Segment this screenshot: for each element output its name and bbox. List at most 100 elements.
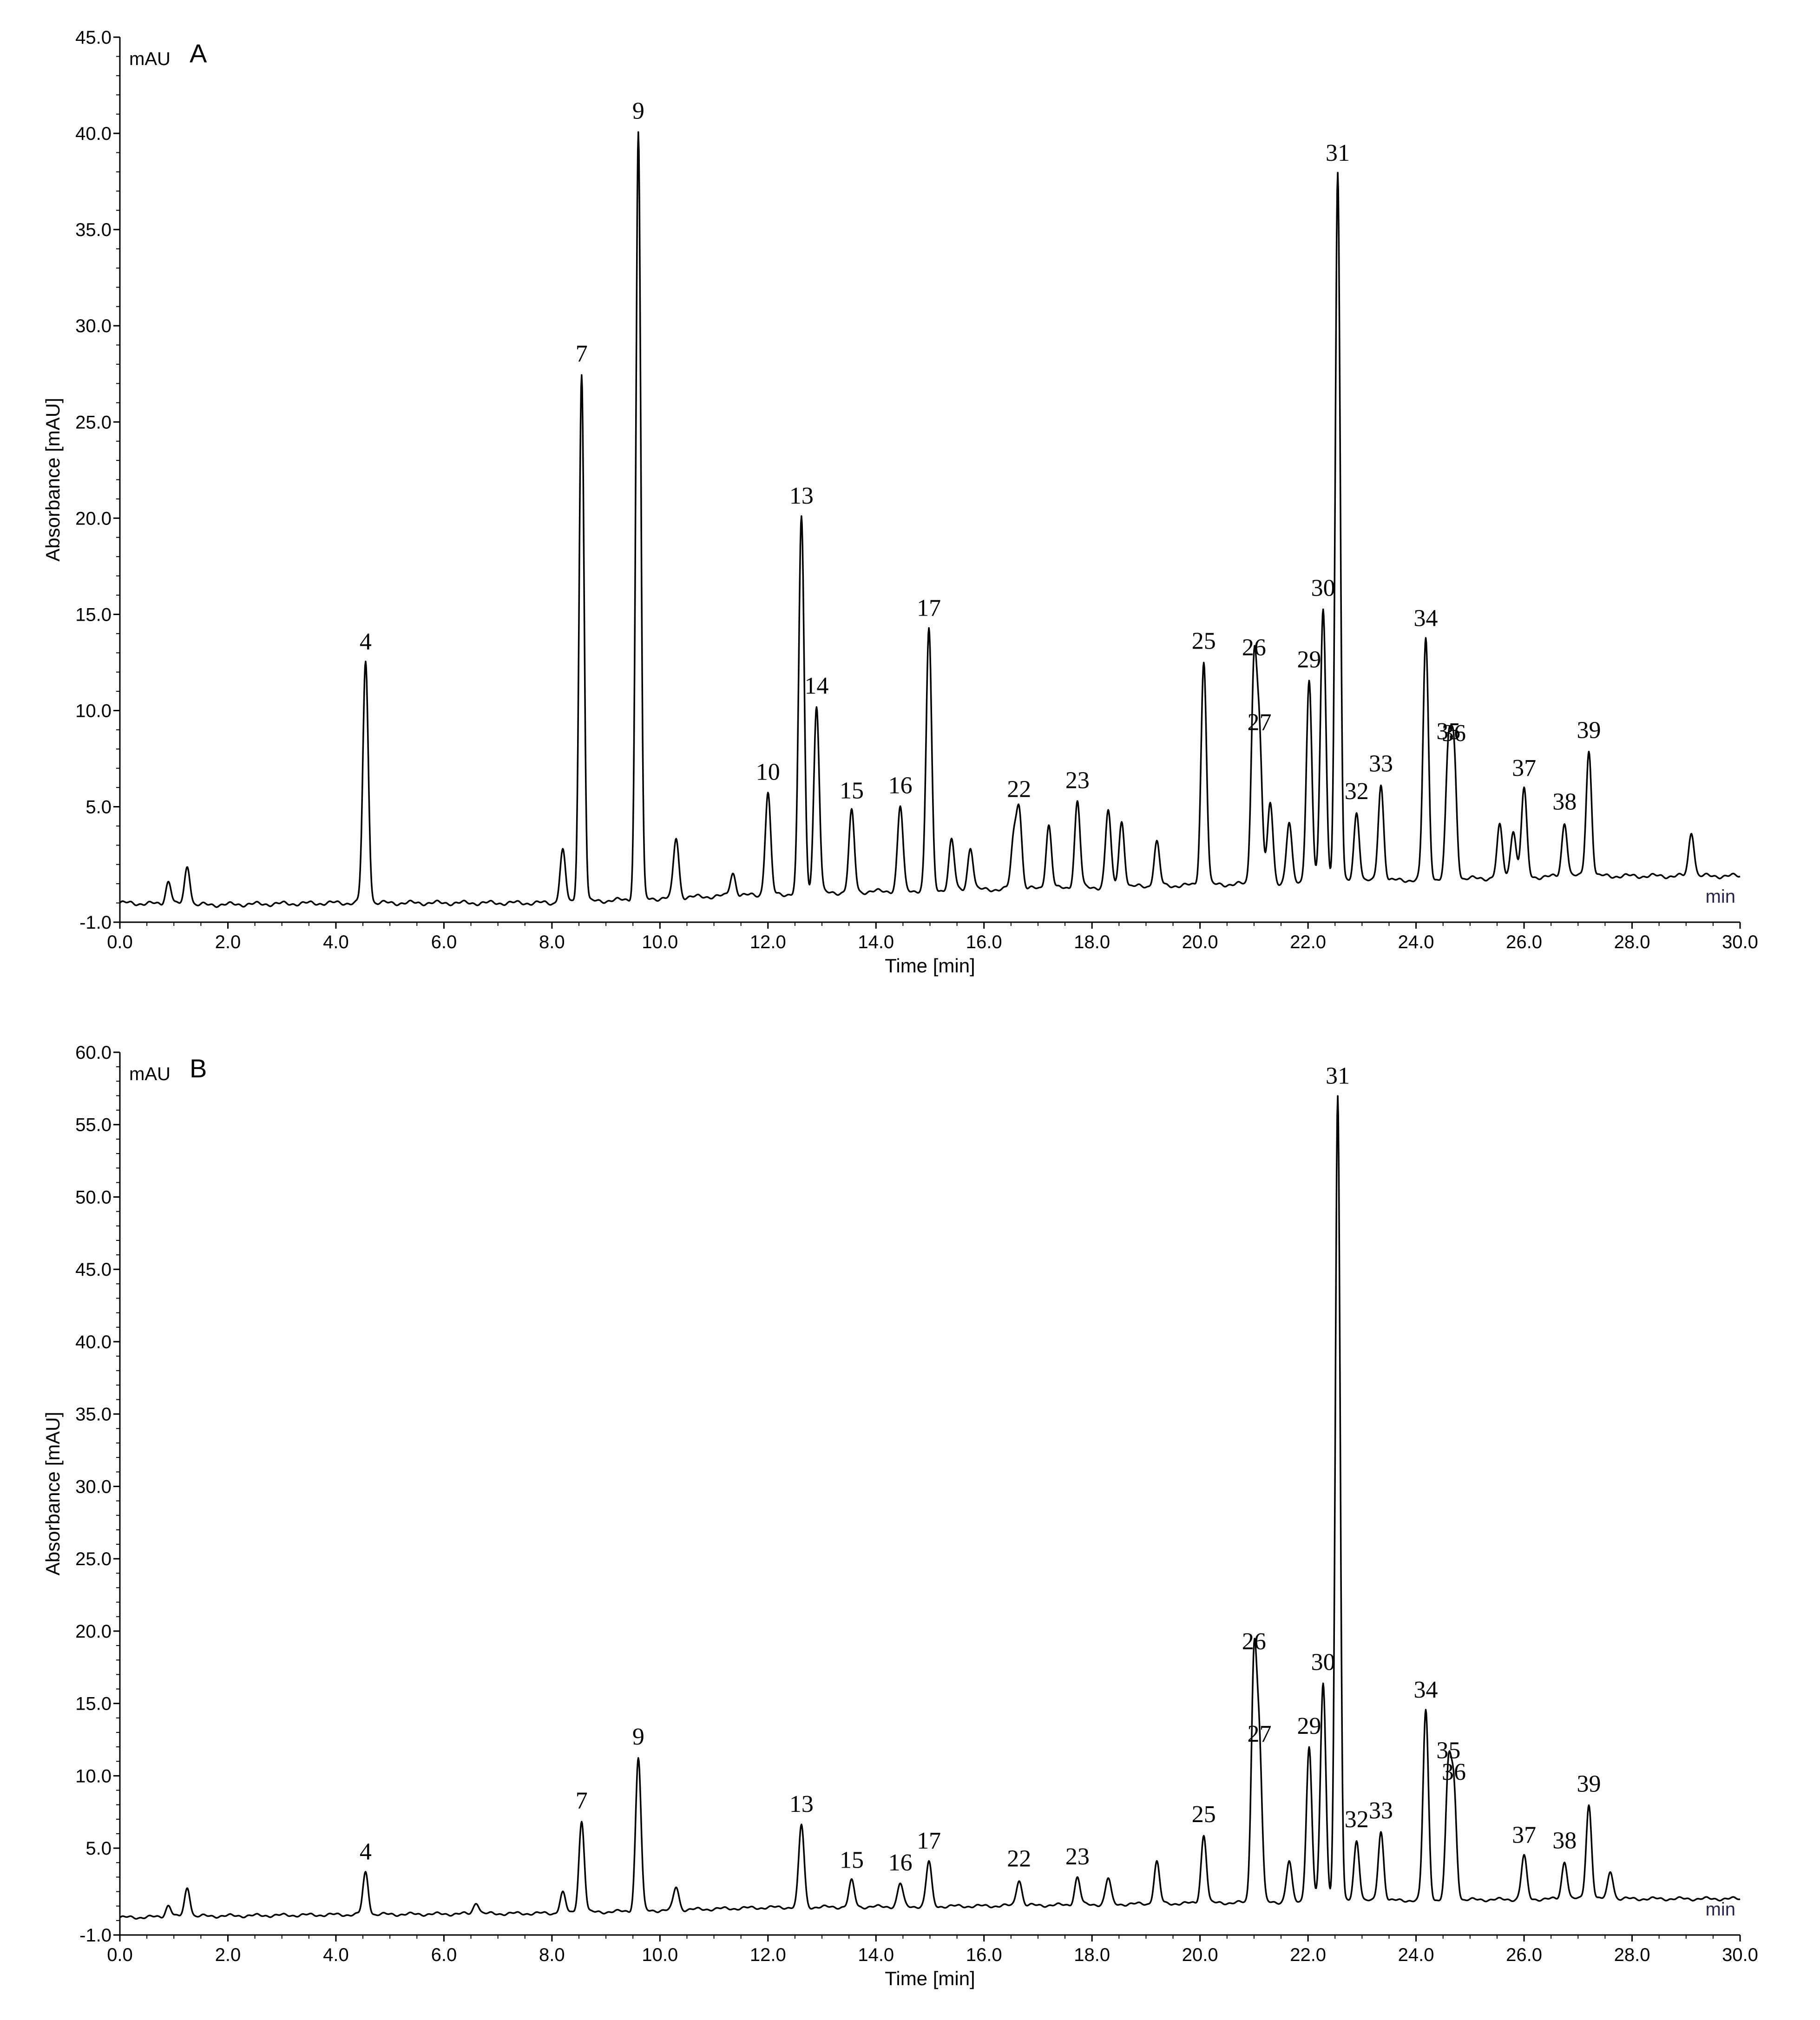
peak-label: 9 <box>632 1724 644 1750</box>
y-tick-label: 60.0 <box>75 1043 112 1063</box>
peak-label: 38 <box>1552 1827 1577 1854</box>
peak-label: 22 <box>1007 776 1031 802</box>
x-tick-label: 0.0 <box>107 1945 133 1965</box>
peak-label: 17 <box>917 1828 941 1854</box>
peak-label: 4 <box>360 1839 372 1865</box>
peak-label: 34 <box>1414 1677 1438 1703</box>
peak-label: 15 <box>840 1847 864 1874</box>
peak-label: 23 <box>1065 1843 1090 1870</box>
y-tick-label: -1.0 <box>79 1925 112 1946</box>
y-tick-label: 20.0 <box>75 508 112 529</box>
x-tick-label: 28.0 <box>1614 1945 1650 1965</box>
x-tick-label: 12.0 <box>750 932 786 952</box>
x-tick-label: 16.0 <box>966 1945 1002 1965</box>
x-tick-label: 28.0 <box>1614 932 1650 952</box>
peak-label: 34 <box>1414 605 1438 632</box>
panel-label: A <box>190 39 207 68</box>
x-tick-label: 22.0 <box>1290 932 1326 952</box>
chart-panel-A: -1.0 5.0 10.0 15.0 20.0 25.0 30.0 35.0 40.0 45.0 0… <box>42 27 1758 977</box>
peak-label: 25 <box>1192 628 1216 654</box>
y-tick-label: 20.0 <box>75 1621 112 1642</box>
y-tick-label: 45.0 <box>75 27 112 48</box>
x-tick-label: 22.0 <box>1290 1945 1326 1965</box>
x-tick-label: 6.0 <box>431 932 457 952</box>
x-tick-label: 10.0 <box>642 1945 678 1965</box>
peak-label: 36 <box>1442 720 1466 747</box>
x-unit-label: min <box>1706 886 1735 907</box>
x-axis-title: Time [min] <box>885 955 975 977</box>
x-tick-label: 14.0 <box>858 932 894 952</box>
x-tick-label: 8.0 <box>539 932 565 952</box>
x-tick-label: 30.0 <box>1722 932 1758 952</box>
y-tick-label: 35.0 <box>75 1404 112 1425</box>
y-tick-label: 5.0 <box>85 797 112 818</box>
y-tick-label: -1.0 <box>79 912 112 933</box>
y-tick-label: 10.0 <box>75 701 112 721</box>
peak-label: 35 <box>1436 718 1460 745</box>
x-tick-label: 24.0 <box>1398 932 1434 952</box>
x-tick-label: 2.0 <box>215 1945 241 1965</box>
y-tick-label: 55.0 <box>75 1115 112 1135</box>
y-axis-title: Absorbance [mAU] <box>42 1412 64 1576</box>
peak-label: 35 <box>1436 1737 1460 1764</box>
peak-label: 29 <box>1297 1713 1321 1739</box>
x-tick-label: 8.0 <box>539 1945 565 1965</box>
y-tick-label: 35.0 <box>75 220 112 240</box>
peak-label: 7 <box>576 341 588 367</box>
y-tick-label: 50.0 <box>75 1187 112 1207</box>
peak-label: 31 <box>1326 1063 1350 1089</box>
peak-label: 16 <box>888 1849 913 1876</box>
peak-label: 29 <box>1297 647 1321 673</box>
x-tick-label: 4.0 <box>323 1945 349 1965</box>
x-tick-label: 20.0 <box>1182 1945 1218 1965</box>
x-tick-label: 20.0 <box>1182 932 1218 952</box>
panel-label: B <box>190 1054 207 1083</box>
peak-label: 27 <box>1248 1721 1272 1747</box>
peak-label: 16 <box>888 773 913 799</box>
peak-label: 22 <box>1007 1846 1031 1872</box>
peak-label: 27 <box>1248 709 1272 736</box>
y-tick-label: 40.0 <box>75 1332 112 1352</box>
y-tick-label: 30.0 <box>75 316 112 336</box>
x-tick-label: 18.0 <box>1074 932 1110 952</box>
x-tick-label: 14.0 <box>858 1945 894 1965</box>
x-axis-title: Time [min] <box>885 1968 975 1989</box>
peak-label: 13 <box>789 1791 814 1817</box>
peak-label: 33 <box>1369 1797 1393 1824</box>
peak-label: 10 <box>756 759 780 785</box>
x-tick-label: 18.0 <box>1074 1945 1110 1965</box>
chromatogram-trace <box>119 131 1741 908</box>
peak-label: 32 <box>1345 778 1369 805</box>
peak-label: 36 <box>1442 1759 1466 1785</box>
x-tick-label: 12.0 <box>750 1945 786 1965</box>
x-tick-label: 2.0 <box>215 932 241 952</box>
x-unit-label: min <box>1706 1899 1735 1920</box>
peak-label: 39 <box>1577 1771 1601 1797</box>
peak-label: 30 <box>1311 1649 1335 1676</box>
chart-panel-B: -1.05.010.015.020.025.030.035.040.045.05… <box>42 1043 1758 1989</box>
peak-label: 33 <box>1369 751 1393 777</box>
y-tick-label: 40.0 <box>75 124 112 144</box>
unit-label: mAU <box>129 49 171 69</box>
peak-label: 26 <box>1242 1628 1266 1655</box>
peak-label: 37 <box>1512 755 1536 781</box>
y-tick-label: 15.0 <box>75 604 112 625</box>
peak-label: 31 <box>1326 140 1350 166</box>
peak-label: 23 <box>1065 767 1090 794</box>
x-tick-label: 16.0 <box>966 932 1002 952</box>
y-tick-label: 5.0 <box>85 1838 112 1859</box>
peak-label: 32 <box>1345 1806 1369 1833</box>
x-tick-label: 26.0 <box>1506 1945 1542 1965</box>
x-tick-label: 30.0 <box>1722 1945 1758 1965</box>
y-tick-label: 25.0 <box>75 412 112 433</box>
peak-label: 17 <box>917 595 941 621</box>
peak-label: 26 <box>1242 634 1266 661</box>
y-axis-title: Absorbance [mAU] <box>42 398 64 562</box>
y-tick-label: 30.0 <box>75 1476 112 1497</box>
peak-label: 14 <box>804 673 828 699</box>
peak-label: 15 <box>840 777 864 804</box>
x-tick-label: 24.0 <box>1398 1945 1434 1965</box>
x-tick-label: 4.0 <box>323 932 349 952</box>
unit-label: mAU <box>129 1064 171 1084</box>
